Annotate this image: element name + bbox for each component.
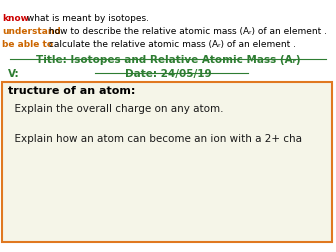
Text: V:: V: — [8, 69, 19, 79]
Text: know: know — [2, 14, 29, 23]
Text: Explain the overall charge on any atom.: Explain the overall charge on any atom. — [8, 104, 223, 114]
Text: Date: 24/05/19: Date: 24/05/19 — [125, 69, 211, 79]
Text: calculate the relative atomic mass (Aᵣ) of an element .: calculate the relative atomic mass (Aᵣ) … — [46, 40, 296, 49]
Text: how to describe the relative atomic mass (Aᵣ) of an element .: how to describe the relative atomic mass… — [46, 27, 327, 36]
Text: what is meant by isotopes.: what is meant by isotopes. — [24, 14, 149, 23]
Text: tructure of an atom:: tructure of an atom: — [8, 86, 135, 96]
Text: Title: Isotopes and Relative Atomic Mass (Aᵣ): Title: Isotopes and Relative Atomic Mass… — [36, 55, 300, 65]
Text: Explain how an atom can become an ion with a 2+ cha: Explain how an atom can become an ion wi… — [8, 134, 302, 144]
Text: be able to: be able to — [2, 40, 53, 49]
FancyBboxPatch shape — [2, 82, 332, 242]
Text: understand: understand — [2, 27, 61, 36]
